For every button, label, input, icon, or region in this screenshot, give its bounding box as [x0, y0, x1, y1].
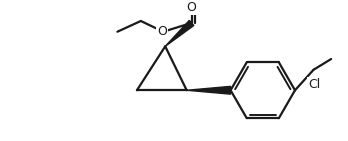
Text: O: O [157, 25, 167, 38]
Polygon shape [187, 86, 231, 94]
Text: O: O [187, 1, 197, 14]
Text: Cl: Cl [308, 78, 321, 91]
Polygon shape [165, 20, 194, 46]
